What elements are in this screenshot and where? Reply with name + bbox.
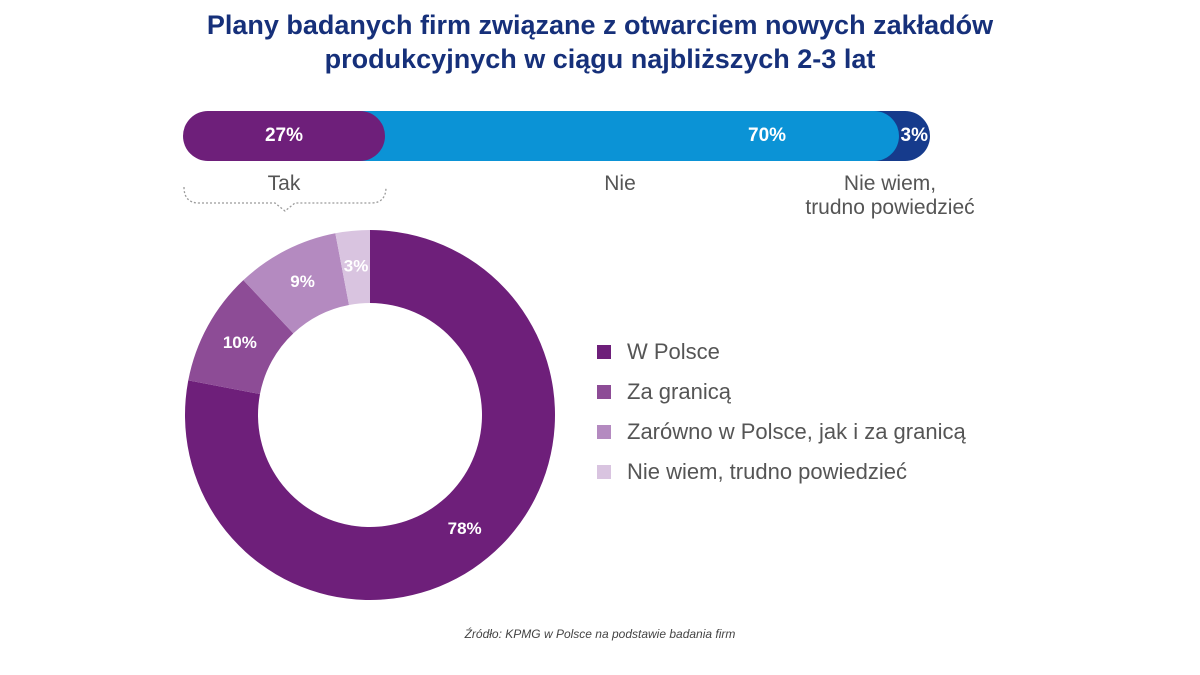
legend-swatch-w-polsce: [597, 345, 611, 359]
tak-bracket: [183, 186, 387, 212]
donut-chart: 78% 10% 9% 3%: [184, 230, 555, 600]
donut-slice-w-polsce: [184, 230, 555, 600]
bar-value-tak: 27%: [264, 125, 304, 146]
legend-swatch-za-granica: [597, 385, 611, 399]
donut-slice-zarowno: [243, 233, 350, 334]
legend-label-zarowno: Zarówno w Polsce, jak i za granicą: [627, 419, 966, 444]
legend-item-zarowno: Zarówno w Polsce, jak i za granicą: [597, 412, 966, 452]
category-label-nie: Nie: [604, 172, 636, 195]
title-line-1: Plany badanych firm związane z otwarciem…: [206, 10, 994, 40]
legend-item-nie-wiem: Nie wiem, trudno powiedzieć: [597, 452, 966, 492]
donut-legend: W Polsce Za granicą Zarówno w Polsce, ja…: [597, 332, 966, 492]
legend-label-w-polsce: W Polsce: [627, 339, 720, 364]
bar-value-nie: 70%: [748, 125, 787, 146]
category-label-nie-wiem-line1: Nie wiem,: [843, 172, 937, 195]
category-label-nie-wiem-line2: trudno powiedzieć: [805, 196, 975, 219]
stacked-bar: 3% 70% 27%: [183, 111, 930, 161]
donut-slice-za-granica: [188, 280, 294, 395]
legend-item-w-polsce: W Polsce: [597, 332, 966, 372]
category-label-nie-wiem: Nie wiem, trudno powiedzieć: [770, 172, 1010, 220]
bar-segment-tak: 27%: [183, 111, 385, 161]
donut-label-zarowno: 9%: [290, 272, 315, 291]
category-label-tak: Tak: [267, 172, 301, 195]
title-line-2: produkcyjnych w ciągu najbliższych 2-3 l…: [324, 44, 876, 74]
chart-title: Plany badanych firm związane z otwarciem…: [0, 8, 1200, 76]
bar-value-nie-wiem: 3%: [900, 125, 928, 146]
donut-label-w-polsce: 78%: [448, 519, 482, 538]
donut-label-nie-wiem: 3%: [344, 257, 369, 276]
legend-swatch-nie-wiem: [597, 465, 611, 479]
donut-label-za-granica: 10%: [223, 333, 257, 352]
donut-slice-nie-wiem: [335, 230, 370, 305]
source-note: Źródło: KPMG w Polsce na podstawie badan…: [464, 627, 736, 641]
legend-label-za-granica: Za granicą: [627, 379, 731, 404]
legend-swatch-zarowno: [597, 425, 611, 439]
legend-item-za-granica: Za granicą: [597, 372, 966, 412]
bar-segment-nie: 70%: [333, 111, 899, 161]
legend-label-nie-wiem: Nie wiem, trudno powiedzieć: [627, 459, 908, 484]
